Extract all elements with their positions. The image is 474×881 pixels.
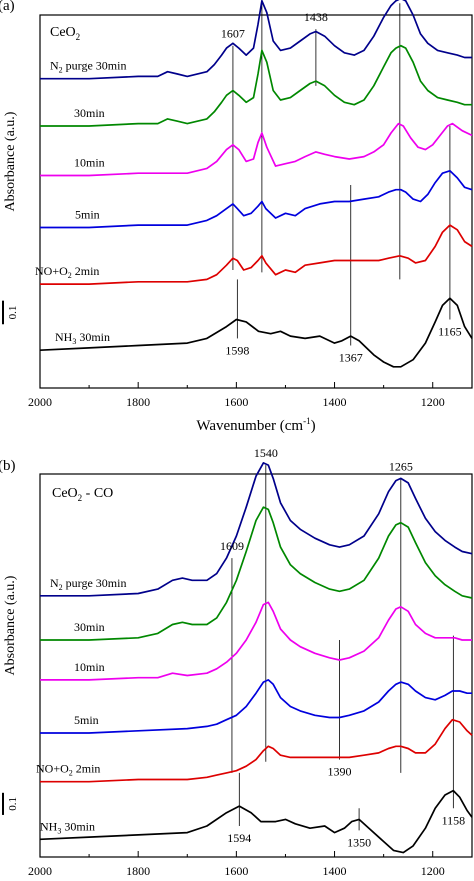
series-label-text: 30min — [74, 620, 105, 634]
plot-frame — [39, 14, 473, 389]
x-tick-label: 1600 — [224, 864, 248, 878]
series-label-text: 5min — [74, 713, 99, 727]
series-label-subscript: 2 — [59, 66, 63, 75]
series-label: 5min — [75, 207, 100, 221]
panel-title: CeO2 — [50, 25, 80, 42]
series-label-text: NO+O — [35, 264, 68, 278]
series-label-subscript: 2 — [59, 583, 63, 592]
panel-title: CeO2 - CO — [52, 486, 113, 503]
series-label-subscript: 2 — [68, 271, 72, 280]
scale-bar-label: 0.1 — [7, 797, 19, 811]
spectrum-line — [40, 462, 473, 597]
series-label: 30min — [74, 620, 105, 634]
spectrum-line — [40, 122, 473, 177]
series-label-subscript: 3 — [57, 826, 61, 835]
series-label: NH3 30min — [55, 330, 110, 346]
spectrum-line — [40, 506, 473, 641]
x-tick-label: 1200 — [421, 395, 445, 409]
panel-label: (b) — [0, 458, 16, 474]
series-label: NO+O2 2min — [35, 264, 99, 280]
series-label-text: NH — [55, 330, 73, 344]
y-axis-label: Absorbance (a.u.) — [3, 111, 18, 211]
peak-label: 1594 — [227, 831, 251, 845]
series-label: N2 purge 30min — [50, 59, 126, 75]
peak-label: 1165 — [438, 325, 462, 339]
scale-bar-label: 0.1 — [7, 306, 19, 320]
series-label-tail: purge 30min — [63, 576, 127, 590]
series-label: 10min — [74, 660, 105, 674]
series-label-tail: 30min — [76, 330, 110, 344]
plot-frame — [39, 473, 473, 858]
series-label-text: 10min — [74, 156, 105, 170]
title-subscript: 2 — [78, 493, 83, 503]
series-label: NO+O2 2min — [36, 762, 100, 778]
x-tick-label: 2000 — [28, 864, 52, 878]
x-label-sup: -1 — [303, 416, 311, 426]
spectrum-line — [40, 44, 472, 127]
title-sample: CeO — [52, 486, 78, 501]
peak-label: 1540 — [254, 446, 278, 460]
spectrum-line — [40, 601, 472, 681]
title-suffix: - CO — [82, 486, 113, 501]
series-label-text: N — [50, 576, 59, 590]
series-label-tail: purge 30min — [63, 59, 127, 73]
series-label: 5min — [74, 713, 99, 727]
peak-label: 1367 — [339, 351, 363, 365]
title-sample: CeO — [50, 25, 76, 40]
x-tick-label: 1400 — [323, 864, 347, 878]
series-label: N2 purge 30min — [50, 576, 126, 592]
x-tick-label: 1800 — [126, 864, 150, 878]
spectrum-line — [39, 789, 473, 854]
series-label: NH3 30min — [40, 819, 95, 835]
series-label-text: NO+O — [36, 762, 69, 776]
x-tick-label: 1400 — [323, 395, 347, 409]
series-label-subscript: 2 — [69, 769, 73, 778]
panel-label: (a) — [0, 0, 15, 14]
peak-label: 1390 — [327, 765, 351, 779]
peak-label: 1607 — [221, 27, 245, 41]
x-axis-label: Wavenumber (cm-1) — [196, 416, 315, 434]
series-label: 10min — [74, 156, 105, 170]
title-subscript: 2 — [76, 32, 81, 42]
series-label-subscript: 3 — [72, 337, 76, 346]
x-tick-label: 1600 — [224, 395, 248, 409]
series-label-text: 5min — [75, 207, 100, 221]
spectrum-line — [40, 0, 472, 80]
series-label: 30min — [74, 106, 105, 120]
spectrum-line — [39, 297, 473, 368]
spectrum-line — [40, 679, 472, 734]
peak-label: 1265 — [389, 459, 413, 473]
series-label-tail: 30min — [61, 819, 95, 833]
series-label-text: 10min — [74, 660, 105, 674]
peak-label: 1438 — [304, 10, 328, 24]
x-tick-label: 2000 — [28, 395, 52, 409]
series-label-text: N — [50, 59, 59, 73]
y-axis-label: Absorbance (a.u.) — [3, 575, 18, 675]
peak-label: 1598 — [225, 343, 249, 357]
peak-label: 1350 — [347, 835, 371, 849]
spectrum-line — [40, 169, 473, 229]
series-label-text: NH — [40, 819, 58, 833]
peak-label: 1158 — [442, 813, 466, 827]
series-label-tail: 2min — [73, 762, 101, 776]
chart-panel-b: (b)CeO2 - CO20001800160014001200Wavenumb… — [0, 446, 473, 878]
series-label-text: 30min — [74, 106, 105, 120]
spectrum-line — [40, 718, 473, 783]
peak-label: 1609 — [220, 539, 244, 553]
x-label-tail: ) — [311, 418, 316, 434]
series-label-tail: 2min — [72, 264, 100, 278]
spectrum-line — [40, 224, 473, 285]
x-tick-label: 1800 — [126, 395, 150, 409]
x-tick-label: 1200 — [421, 864, 445, 878]
x-label-text: Wavenumber (cm — [196, 418, 303, 434]
